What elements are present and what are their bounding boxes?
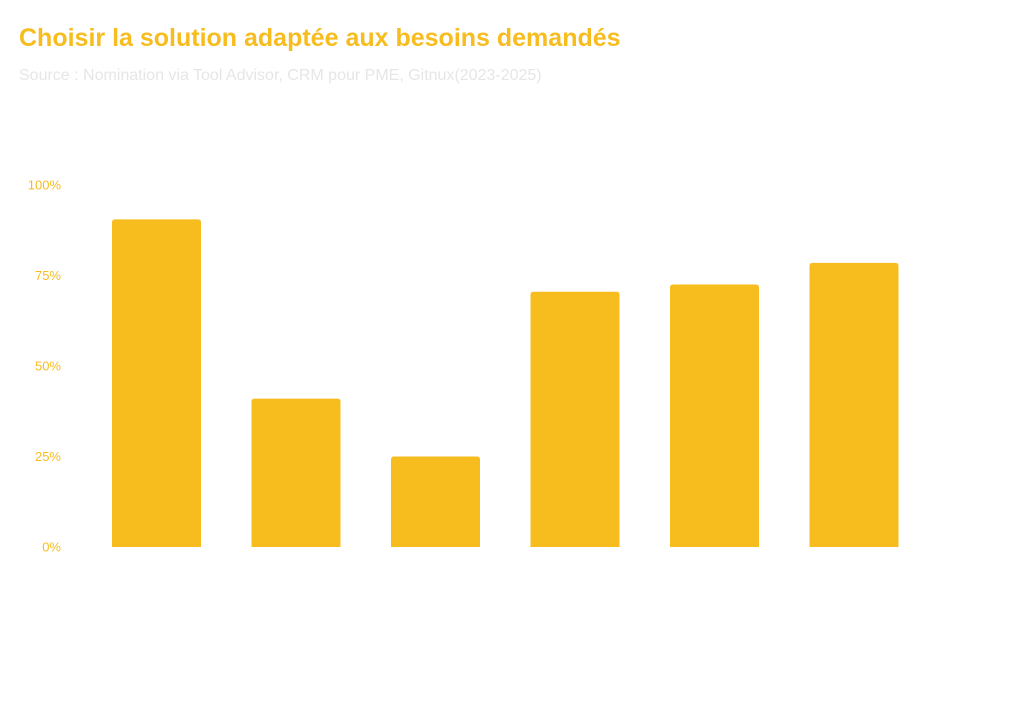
- bar-2: [251, 398, 341, 547]
- y-tick-label: 75%: [35, 268, 61, 283]
- bar-4: [530, 291, 620, 547]
- chart-subtitle: Source : Nomination via Tool Advisor, CR…: [19, 67, 542, 84]
- y-tick-label: 25%: [35, 449, 61, 464]
- chart-title: Choisir la solution adaptée aux besoins …: [19, 24, 621, 52]
- bar-1: [112, 219, 201, 547]
- bar-5: [670, 284, 759, 547]
- bars-group: [112, 219, 899, 547]
- bar-3: [391, 456, 480, 547]
- bar-6: [809, 262, 899, 547]
- y-tick-label: 100%: [28, 178, 62, 193]
- y-tick-label: 0%: [42, 540, 61, 555]
- y-tick-label: 50%: [35, 359, 61, 374]
- y-axis: 0% 25% 50% 75% 100%: [28, 178, 62, 555]
